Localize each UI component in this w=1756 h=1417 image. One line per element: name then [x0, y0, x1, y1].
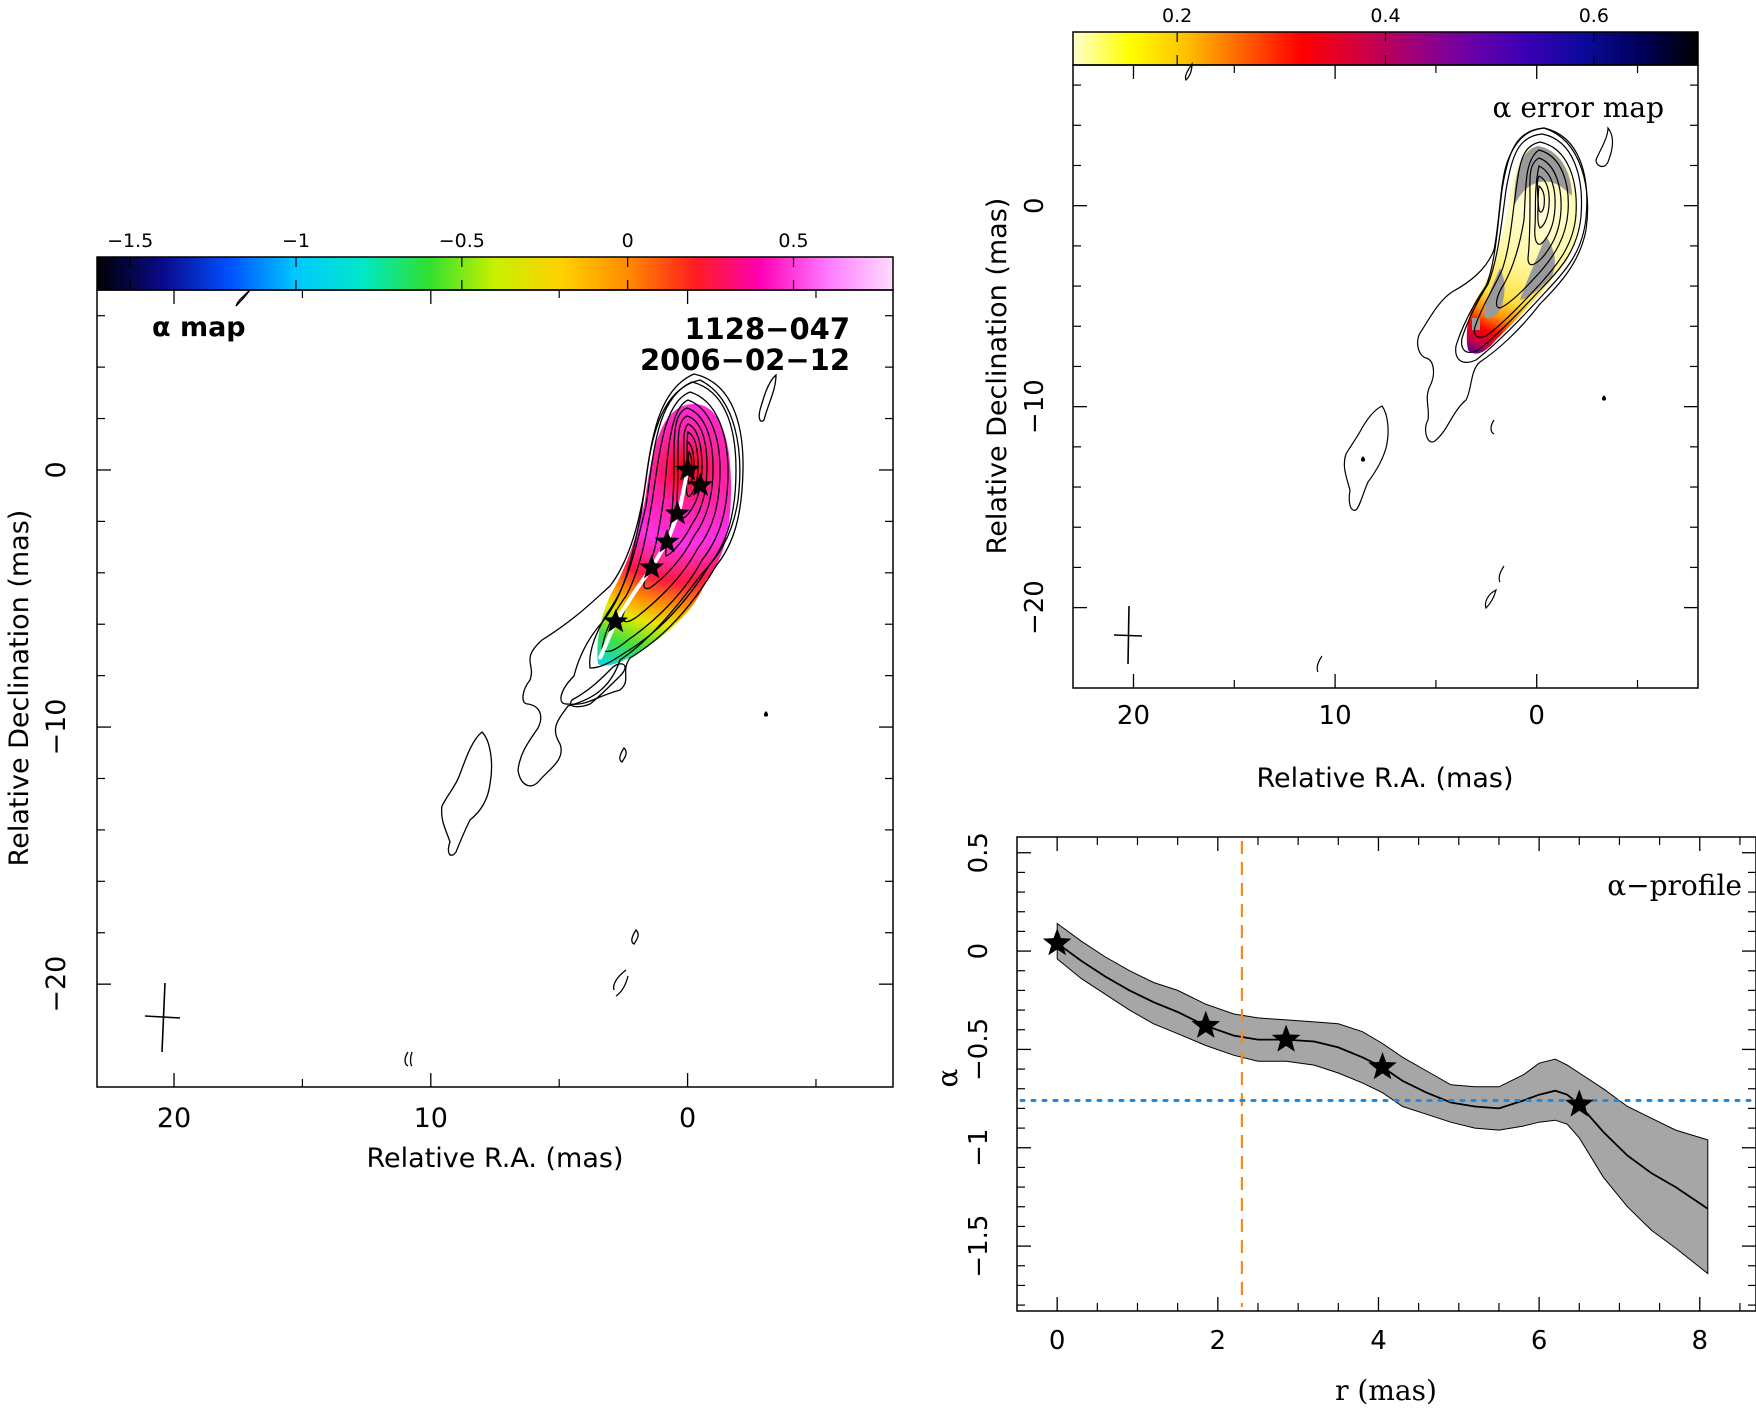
alpha-map-xlabel: Relative R.A. (mas) [367, 1143, 624, 1174]
x-tick-label: 20 [1117, 701, 1150, 731]
component-star [664, 500, 690, 525]
alpha-map-ylabel: Relative Declination (mas) [4, 510, 35, 867]
x-tick-label: 6 [1531, 1326, 1548, 1356]
x-tick-label: 0 [679, 1103, 696, 1134]
profile-star [1271, 1024, 1301, 1052]
y-tick-label: 0 [964, 943, 994, 960]
x-tick-label: 4 [1370, 1326, 1387, 1356]
beam-cross [144, 982, 181, 1053]
component-star [688, 472, 713, 496]
profile-line [1056, 942, 1709, 1210]
y-tick-label: −20 [1020, 580, 1050, 635]
colorbar-tick-label: 0.4 [1370, 5, 1400, 27]
profile-xlabel: r (mas) [1335, 1374, 1437, 1407]
profile-star [1565, 1089, 1594, 1117]
x-tick-label: 0 [1049, 1326, 1066, 1356]
x-tick-label: 2 [1210, 1326, 1227, 1356]
error-map-frame [1072, 64, 1699, 689]
error-map-ylabel: Relative Declination (mas) [982, 198, 1013, 555]
component-star [639, 554, 664, 579]
component-star [675, 457, 700, 481]
x-tick-label: 10 [1319, 701, 1352, 731]
colorbar-tick-label: 0.6 [1579, 5, 1609, 27]
alpha-profile-panel: 0 2 4 6 8 0.5 0 −0.5 −1 −1.5 α−profile r (mas) α [931, 832, 1756, 1407]
y-tick-label: −10 [1020, 379, 1050, 434]
component-star [654, 529, 680, 553]
alpha-map-axes: 20 10 0 0 −10 −20 [41, 290, 893, 1134]
alpha-map-contours [235, 289, 777, 1067]
alpha-error-map-panel: 0.2 0.4 0.6 [982, 5, 1699, 794]
profile-ylabel: α [931, 1068, 964, 1087]
y-tick-label: 0 [41, 461, 72, 478]
error-band [1056, 922, 1709, 1275]
x-tick-label: 8 [1691, 1326, 1708, 1356]
y-tick-label: 0 [1020, 197, 1050, 214]
alpha-map-panel: −1.5 −1 −0.5 0 0.5 [4, 230, 894, 1174]
colorbar-tick-label: −1.5 [107, 230, 153, 252]
colorbar-tick-label: −1 [282, 230, 310, 252]
profile-star [1368, 1052, 1397, 1080]
error-map-xlabel: Relative R.A. (mas) [1257, 763, 1514, 794]
profile-stars [1042, 928, 1594, 1117]
x-tick-label: 0 [1528, 701, 1545, 731]
y-tick-label: −1 [964, 1129, 994, 1167]
error-map-axes: 20 10 0 0 −10 −20 [1020, 65, 1698, 731]
error-map-contours [1184, 62, 1614, 673]
error-colorbar-ticks: 0.2 0.4 0.6 [1162, 5, 1609, 65]
y-tick-label: −0.5 [964, 1018, 994, 1081]
alpha-colorbar [96, 256, 894, 291]
profile-title: α−profile [1607, 869, 1742, 902]
alpha-map-title: α map [152, 312, 246, 343]
profile-frame [1016, 836, 1756, 1312]
alpha-colorbar-ticks: −1.5 −1 −0.5 0 0.5 [107, 230, 809, 290]
x-tick-label: 10 [414, 1103, 448, 1134]
y-tick-label: −10 [41, 699, 72, 756]
y-tick-label: −1.5 [964, 1215, 994, 1278]
colorbar-tick-label: 0.2 [1162, 5, 1192, 27]
component-stars [603, 457, 713, 633]
colorbar-tick-label: 0 [622, 230, 634, 252]
colorbar-tick-label: 0.5 [778, 230, 808, 252]
colorbar-tick-label: −0.5 [439, 230, 485, 252]
profile-axes: 0 2 4 6 8 0.5 0 −0.5 −1 −1.5 [964, 832, 1756, 1356]
beam-cross [1113, 605, 1143, 665]
error-map-title: α error map [1493, 91, 1664, 124]
source-label: 1128−047 [684, 312, 850, 346]
profile-star [1191, 1010, 1220, 1038]
x-tick-label: 20 [157, 1103, 191, 1134]
y-tick-label: −20 [41, 956, 72, 1013]
alpha-map-frame [96, 289, 894, 1088]
y-tick-label: 0.5 [964, 832, 994, 873]
profile-star [1042, 928, 1072, 956]
component-star [603, 608, 628, 633]
epoch-label: 2006−02−12 [640, 343, 850, 377]
